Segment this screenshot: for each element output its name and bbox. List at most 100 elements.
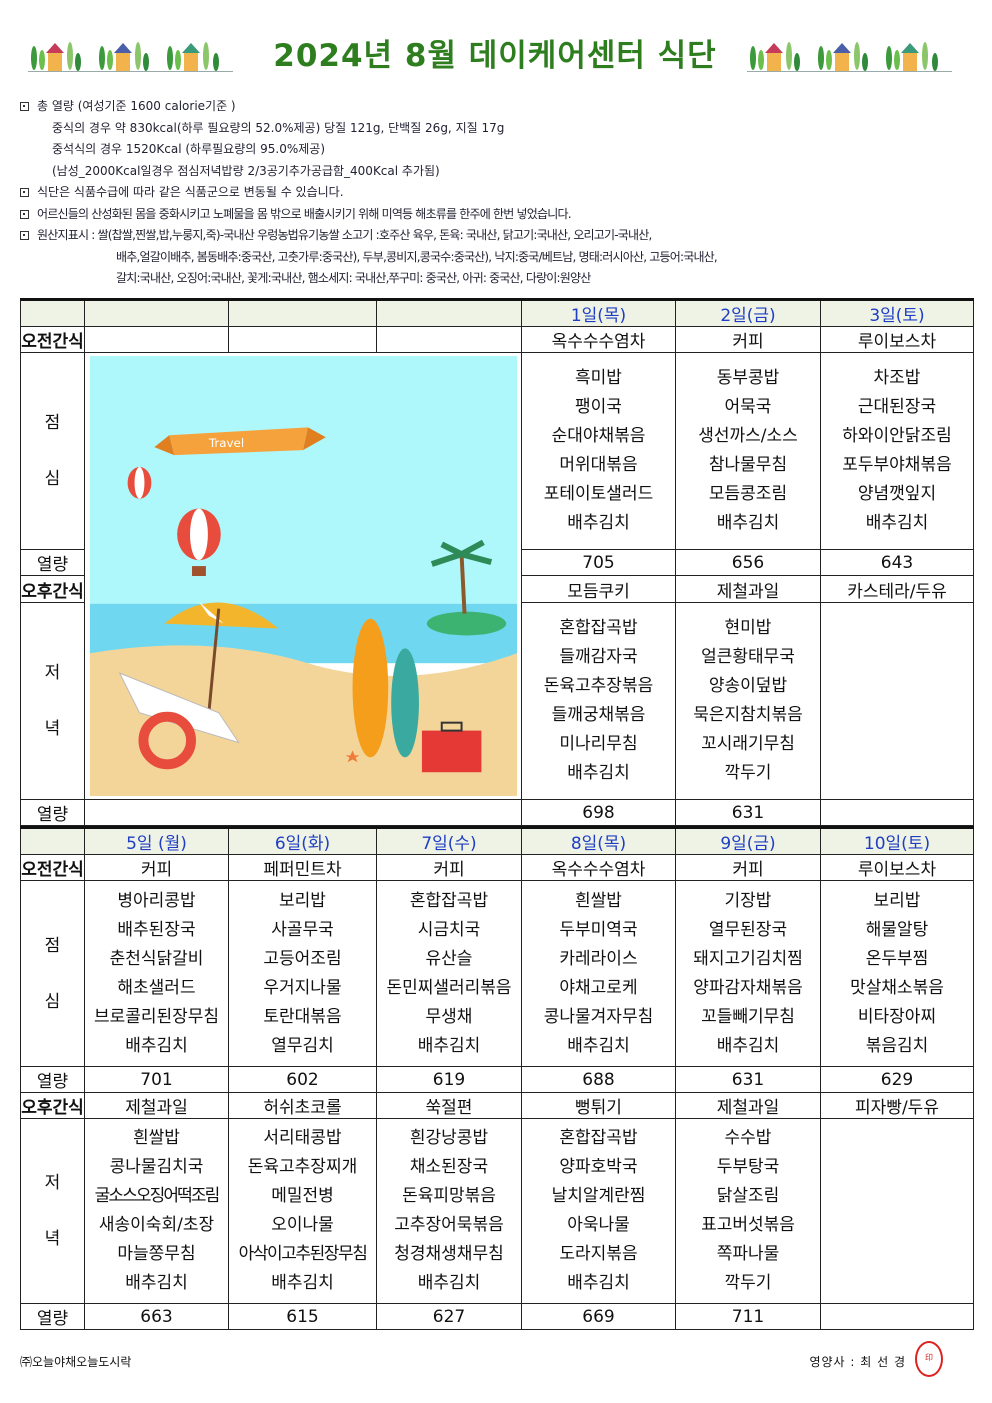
menu-item: 배추김치	[716, 1035, 780, 1056]
menu-item: 깍두기	[724, 763, 772, 783]
menu-cell: 보리밥 사골무국 고등어조림 우거지나물 토란대볶음 열무김치	[228, 880, 377, 1067]
menu-item: 오이나물	[271, 1215, 334, 1235]
lunch-kcal-cell: 701	[84, 1066, 229, 1093]
note-text: 중식의 경우 약 830kcal(하루 필요량의 52.0%제공) 당질 121…	[52, 120, 505, 135]
row-label: 열량	[20, 1303, 85, 1330]
menu-item: 돈육피망볶음	[402, 1186, 496, 1206]
dinner-kcal-cell: 631	[675, 799, 821, 826]
menu-item: 수수밥	[724, 1128, 772, 1148]
menu-item: 유산슬	[425, 948, 473, 969]
day-header	[376, 298, 522, 327]
row-lunch: 점 심 Travel 흑미밥 팽이국 순대야채볶음 머위대볶음 포테이토샐러드 배추김치 동부콩밥…	[20, 352, 974, 800]
menu-item: 배추김치	[567, 763, 630, 783]
menu-item: 보리밥	[873, 890, 921, 911]
row-dinner: 저 녁 혼합잡곡밥 들깨감자국 돈육고추장볶음 들깨궁채볶음 미나리무침 배추김치 현미밥 얼큰황…	[20, 602, 974, 800]
menu-item: 배추된장국	[117, 919, 196, 940]
menu-item: 양파감자채볶음	[693, 977, 803, 998]
note-text: 배추,얼갈이배추, 봄동배추:중국산, 고춧가루:중국산), 두부,콩비지,콩국…	[116, 249, 718, 264]
menu-item: 메밀전병	[271, 1186, 334, 1206]
row-date: 5일 (월) 6일(화) 7일(수) 8일(목) 9일(금) 10일(토)	[20, 826, 974, 855]
menu-item: 아욱나물	[567, 1215, 630, 1235]
page-title: 2024년 8월 데이케어센터 식단	[273, 38, 717, 74]
menu-item: 배추김치	[125, 1035, 188, 1056]
menu-cell	[820, 602, 974, 800]
menu-item: 근대된장국	[857, 397, 937, 417]
menu-item: 도라지볶음	[559, 1244, 638, 1264]
menu-item: 새송이숙회/초장	[98, 1215, 215, 1235]
menu-item: 깍두기	[724, 1273, 772, 1293]
menu-item: 카레라이스	[559, 948, 638, 969]
day-header: 8일(목)	[521, 826, 676, 855]
menu-item: 어묵국	[724, 397, 772, 417]
menu-item: 배추김치	[125, 1273, 188, 1293]
row-label: 오후간식	[20, 575, 85, 603]
menu-item: 돈육고추장볶음	[543, 676, 654, 696]
menu-item: 맛살채소볶음	[850, 977, 944, 998]
menu-item: 배추김치	[567, 513, 630, 533]
day-header: 6일(화)	[228, 826, 377, 855]
snack-am-cell	[228, 326, 377, 353]
snack-am-cell	[84, 326, 229, 353]
menu-cell: 서리태콩밥 돈육고추장찌개 메밀전병 오이나물 아삭이고추된장무침 배추김치	[228, 1118, 377, 1304]
menu-item: 양송이덮밥	[708, 676, 788, 696]
menu-item: 차조밥	[873, 368, 921, 388]
row-label-text: 저	[44, 663, 61, 683]
menu-item: 브로콜리된장무침	[93, 1006, 220, 1027]
menu-item: 쪽파나물	[716, 1244, 780, 1264]
menu-item: 하와이안닭조림	[842, 426, 952, 446]
dinner-kcal-cell: 698	[521, 799, 676, 826]
note-item: 식단은 식품수급에 따라 같은 식품군으로 변동될 수 있습니다.	[20, 182, 980, 204]
menu-item: 고등어조림	[263, 948, 342, 969]
menu-item: 배추김치	[716, 513, 780, 533]
snack-am-cell: 커피	[84, 854, 229, 881]
row-snack-am: 오전간식 커피 페퍼민트차 커피 옥수수수염차 커피 루이보스차	[20, 854, 974, 881]
row-label	[20, 826, 85, 855]
snack-pm-cell: 제철과일	[84, 1092, 229, 1119]
menu-item: 볶음김치	[865, 1035, 929, 1056]
notes-section: 총 열량 (여성기준 1600 calorie기준 ) 중식의 경우 약 830…	[20, 96, 980, 290]
menu-item: 양파호박국	[559, 1157, 638, 1177]
menu-item: 혼합잡곡밥	[559, 618, 638, 638]
menu-item: 보리밥	[279, 890, 326, 911]
week-2-menu-table: 5일 (월) 6일(화) 7일(수) 8일(목) 9일(금) 10일(토) 오전간식 커피 페퍼…	[20, 826, 974, 1330]
note-text: 중석식의 경우 1520Kcal (하루필요량의 95.0%제공)	[52, 142, 325, 156]
dinner-kcal-cell	[820, 1303, 974, 1330]
lunch-kcal-cell: 631	[675, 1066, 821, 1093]
snack-am-cell: 커피	[675, 326, 821, 353]
menu-item: 흰쌀밥	[133, 1128, 180, 1148]
lunch-kcal-cell: 656	[675, 549, 821, 576]
snack-pm-cell: 모듬쿠키	[521, 575, 676, 603]
snack-am-cell	[376, 326, 522, 353]
day-header	[228, 298, 377, 327]
snack-pm-cell: 허쉬초코롤	[228, 1092, 377, 1119]
menu-item: 채소된장국	[409, 1157, 489, 1177]
menu-item: 배추김치	[417, 1035, 481, 1056]
menu-item: 두부미역국	[559, 919, 638, 940]
snack-pm-cell: 제철과일	[675, 1092, 821, 1119]
menu-item: 시금치국	[417, 919, 481, 940]
travel-banner-text: Travel	[207, 436, 243, 450]
menu-item: 돼지고기김치찜	[693, 948, 803, 969]
snack-pm-cell: 제철과일	[675, 575, 821, 603]
menu-cell: 차조밥 근대된장국 하와이안닭조림 포두부야채볶음 양념깻잎지 배추김치	[820, 352, 974, 550]
menu-cell: 병아리콩밥 배추된장국 춘천식닭갈비 해초샐러드 브로콜리된장무침 배추김치	[84, 880, 229, 1067]
row-lunch: 점 심 병아리콩밥 배추된장국 춘천식닭갈비 해초샐러드 브로콜리된장무침 배추김치 보리밥 사골…	[20, 880, 974, 1067]
row-snack-pm: 오후간식 제철과일 허쉬초코롤 쑥절편 뻥튀기 제철과일 피자빵/두유	[20, 1092, 974, 1119]
menu-item: 포두부야채볶음	[842, 455, 952, 475]
title-bar: 2024년 8월 데이케어센터 식단	[0, 28, 992, 78]
menu-cell	[820, 1118, 974, 1304]
menu-item: 순대야채볶음	[551, 426, 646, 446]
menu-item: 춘천식닭갈비	[109, 948, 204, 969]
menu-item: 사골무국	[271, 919, 334, 940]
menu-item: 현미밥	[724, 618, 772, 638]
dinner-kcal-cell	[820, 799, 974, 826]
lunch-kcal-cell: 688	[521, 1066, 676, 1093]
dietitian-name: 영양사 : 최 선 경	[809, 1355, 906, 1369]
snack-pm-cell: 쑥절편	[376, 1092, 522, 1119]
snack-am-cell: 루이보스차	[820, 854, 974, 881]
menu-item: 표고버섯볶음	[701, 1215, 795, 1235]
row-date: 1일(목) 2일(금) 3일(토)	[20, 298, 974, 327]
menu-item: 포테이토샐러드	[543, 484, 654, 504]
row-label-text: 심	[44, 469, 61, 489]
menu-item: 해물알탕	[865, 919, 929, 940]
